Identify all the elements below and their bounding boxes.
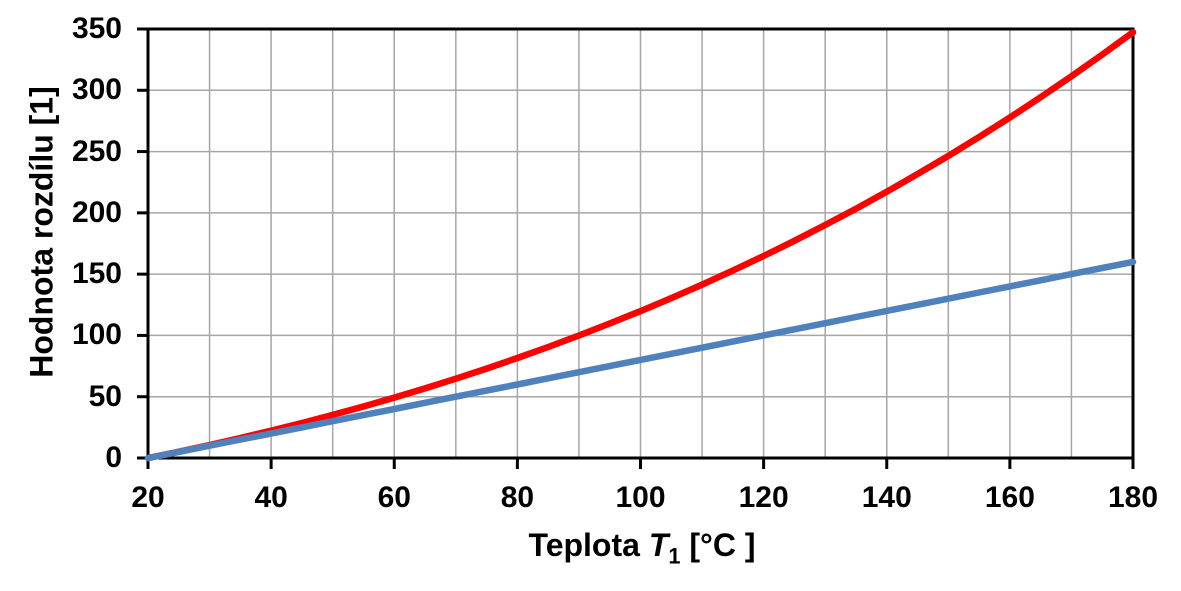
y-tick-label: 150 — [71, 257, 122, 291]
x-axis-title: Teplota T1 [°C ] — [528, 527, 756, 567]
red-curve — [144, 28, 1137, 462]
y-tick-label: 350 — [71, 12, 122, 45]
blue-line — [144, 258, 1137, 462]
x-tick-label: 100 — [615, 481, 666, 514]
x-tick-label: 20 — [131, 481, 165, 514]
x-tick-label: 80 — [500, 481, 535, 514]
y-tick-label: 250 — [71, 134, 122, 168]
x-axis-title-subscript: 1 — [668, 543, 681, 569]
x-tick-label: 40 — [254, 481, 288, 514]
x-axis-title-symbol: T — [648, 527, 669, 563]
x-tick-label: 160 — [984, 481, 1035, 514]
y-tick-label: 200 — [71, 195, 122, 229]
x-tick-label: 140 — [861, 481, 912, 514]
x-axis-title-suffix: [°C ] — [680, 527, 756, 563]
x-tick-label: 180 — [1107, 481, 1159, 514]
y-tick-label: 300 — [71, 73, 122, 107]
y-tick-label: 50 — [88, 379, 122, 413]
x-tick-label: 120 — [738, 481, 789, 514]
x-axis-title-prefix: Teplota — [528, 527, 649, 563]
y-tick-label: 100 — [71, 318, 122, 352]
y-axis-title: Hodnota rozdílu [1] — [23, 86, 60, 378]
y-tick-label: 0 — [105, 441, 122, 474]
x-tick-label: 60 — [377, 481, 411, 514]
